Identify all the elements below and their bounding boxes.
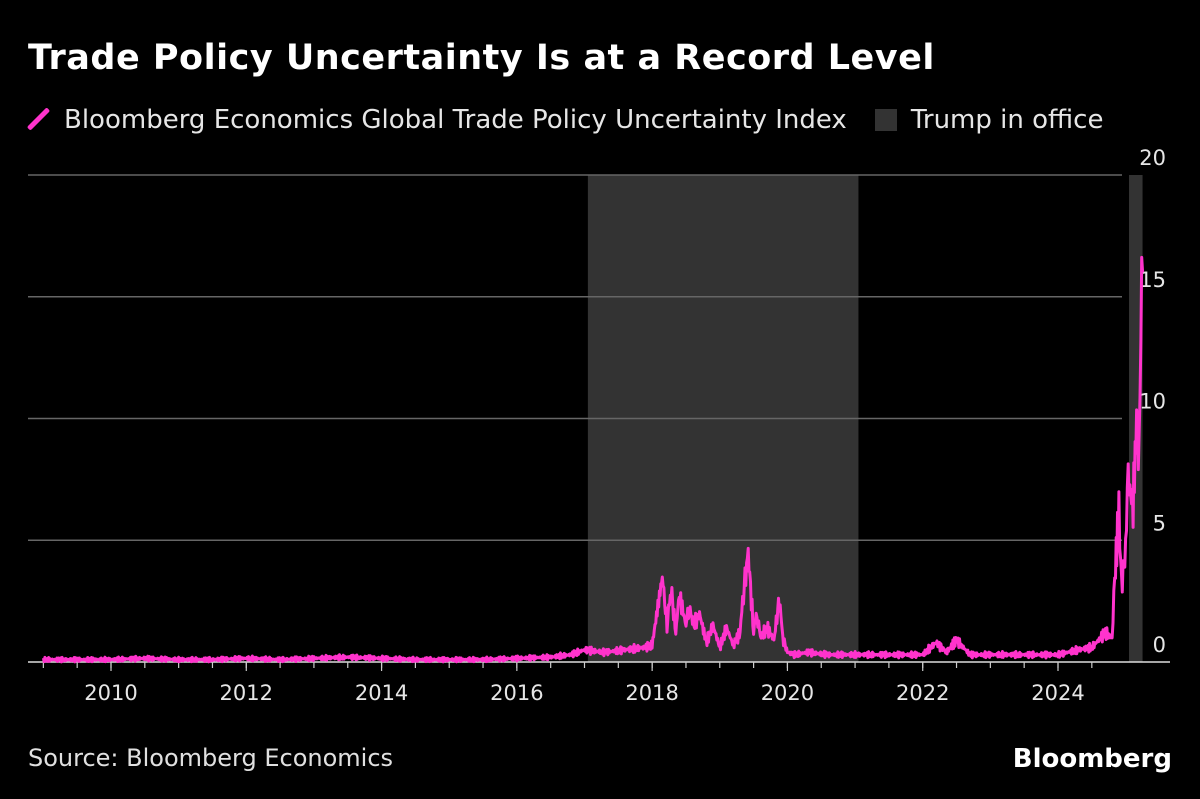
legend-box-swatch xyxy=(874,109,897,131)
series-line-0 xyxy=(41,255,1145,664)
legend-label-index: Bloomberg Economics Global Trade Policy … xyxy=(64,105,847,135)
legend-line-swatch xyxy=(28,107,50,133)
legend: Bloomberg Economics Global Trade Policy … xyxy=(28,104,1103,136)
source-note: Source: Bloomberg Economics xyxy=(28,744,394,772)
y-tick-label-0: 0 xyxy=(1153,633,1166,657)
x-tick-label-2012: 2012 xyxy=(220,681,273,705)
y-tick-label-10: 10 xyxy=(1139,390,1166,414)
x-tick-label-2020: 2020 xyxy=(761,681,814,705)
x-tick-label-2010: 2010 xyxy=(84,681,137,705)
y-tick-label-5: 5 xyxy=(1153,511,1166,535)
x-tick-label-2018: 2018 xyxy=(625,681,678,705)
x-tick-label-2016: 2016 xyxy=(490,681,543,705)
x-tick-label-2014: 2014 xyxy=(355,681,408,705)
y-tick-label-20: 20 xyxy=(1139,146,1166,170)
brand-logo-text: Bloomberg xyxy=(1012,744,1172,774)
legend-label-trump: Trump in office xyxy=(910,105,1104,135)
x-tick-label-2024: 2024 xyxy=(1031,681,1084,705)
chart-title: Trade Policy Uncertainty Is at a Record … xyxy=(28,38,935,78)
x-tick-label-2022: 2022 xyxy=(896,681,949,705)
